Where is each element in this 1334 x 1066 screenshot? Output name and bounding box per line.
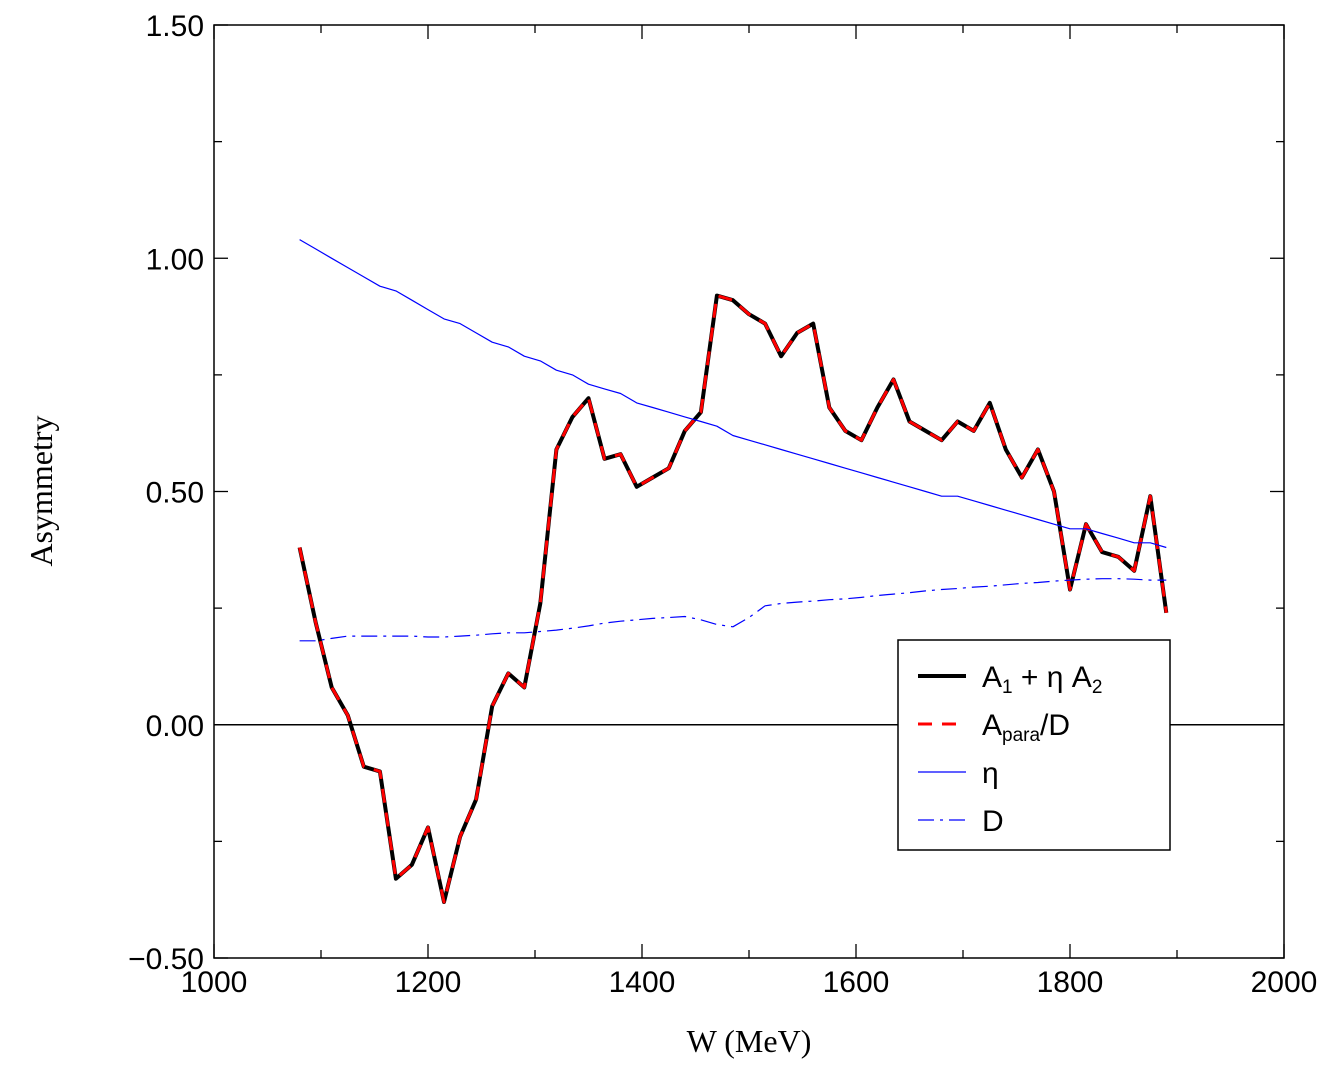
legend-label-1: Apara/D <box>982 709 1070 746</box>
legend: A1 + η A2 Apara/D ηD <box>897 639 1171 851</box>
x-tick-label: 1000 <box>181 966 248 999</box>
series-line-3 <box>299 578 1167 642</box>
axis-tick-labels: 1000 1200 1400 1600 1800 2000 −0.50 0.00 0.50 1.0… <box>128 10 1317 999</box>
x-tick-label: 1600 <box>823 966 890 999</box>
legend-label-3: D <box>982 805 1004 838</box>
legend-label-2: η <box>982 757 999 790</box>
y-tick-label: 0.50 <box>146 477 204 510</box>
x-tick-label: 1400 <box>609 966 676 999</box>
y-tick-label: 1.00 <box>146 243 204 276</box>
x-tick-label: 1200 <box>395 966 462 999</box>
series-line-2 <box>299 239 1167 549</box>
x-tick-label: 1800 <box>1037 966 1104 999</box>
x-axis-title: W (MeV) <box>687 1023 812 1059</box>
axis-ticks <box>213 24 1285 959</box>
series-layer <box>297 239 1169 904</box>
series-line-1 <box>298 294 1168 904</box>
legend-label-0: A1 + η A2 <box>982 661 1102 698</box>
y-tick-label: −0.50 <box>128 943 204 976</box>
y-axis-title: Asymmetry <box>23 415 59 566</box>
y-tick-label: 1.50 <box>146 10 204 43</box>
x-tick-label: 2000 <box>1251 966 1318 999</box>
y-tick-label: 0.00 <box>146 710 204 743</box>
